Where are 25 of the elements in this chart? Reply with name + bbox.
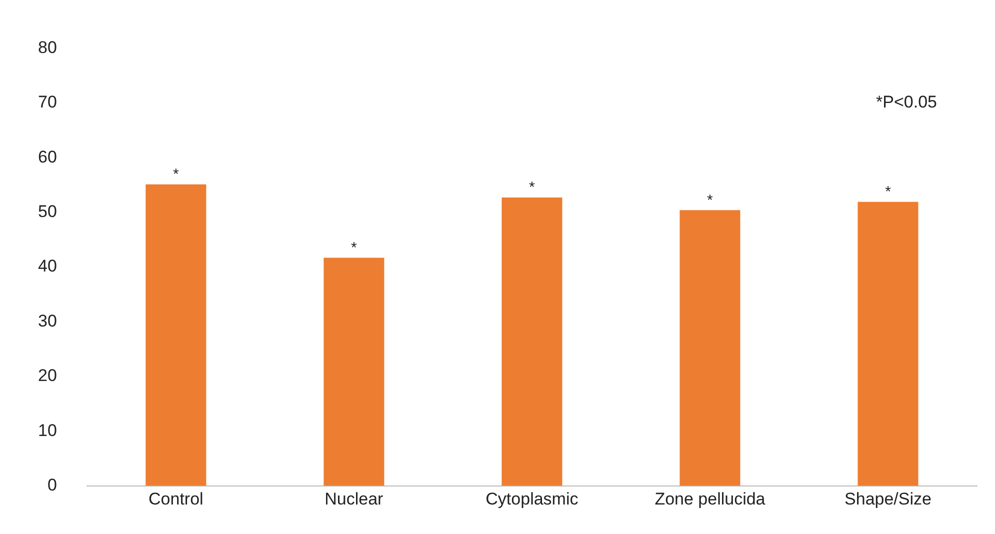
bar bbox=[502, 198, 562, 486]
bar bbox=[680, 210, 740, 486]
y-tick-label: 50 bbox=[38, 202, 57, 221]
annotation: * bbox=[885, 184, 892, 201]
annotation: *P<0.05 bbox=[876, 92, 937, 112]
x-tick-label: Nuclear bbox=[324, 490, 384, 509]
y-tick-label: 80 bbox=[38, 38, 57, 57]
bar bbox=[146, 184, 206, 486]
y-tick-label: 70 bbox=[38, 92, 57, 112]
annotation: * bbox=[172, 166, 179, 184]
bar bbox=[858, 202, 918, 486]
y-tick-label: 60 bbox=[38, 147, 57, 166]
annotation: * bbox=[707, 192, 714, 209]
x-tick-label: Shape/Size bbox=[844, 490, 932, 509]
annotation: * bbox=[529, 179, 536, 196]
bar bbox=[324, 258, 384, 486]
x-tick-label: Zone pellucida bbox=[654, 490, 766, 509]
annotation: * bbox=[351, 239, 358, 256]
y-tick-label: 40 bbox=[38, 256, 57, 276]
x-tick-label: Control bbox=[148, 490, 204, 509]
y-tick-label: 30 bbox=[38, 311, 57, 330]
y-tick-label: 0 bbox=[47, 475, 57, 494]
y-tick-label: 10 bbox=[38, 420, 57, 440]
x-tick-label: Cytoplasmic bbox=[486, 490, 579, 509]
y-tick-label: 20 bbox=[38, 366, 57, 386]
